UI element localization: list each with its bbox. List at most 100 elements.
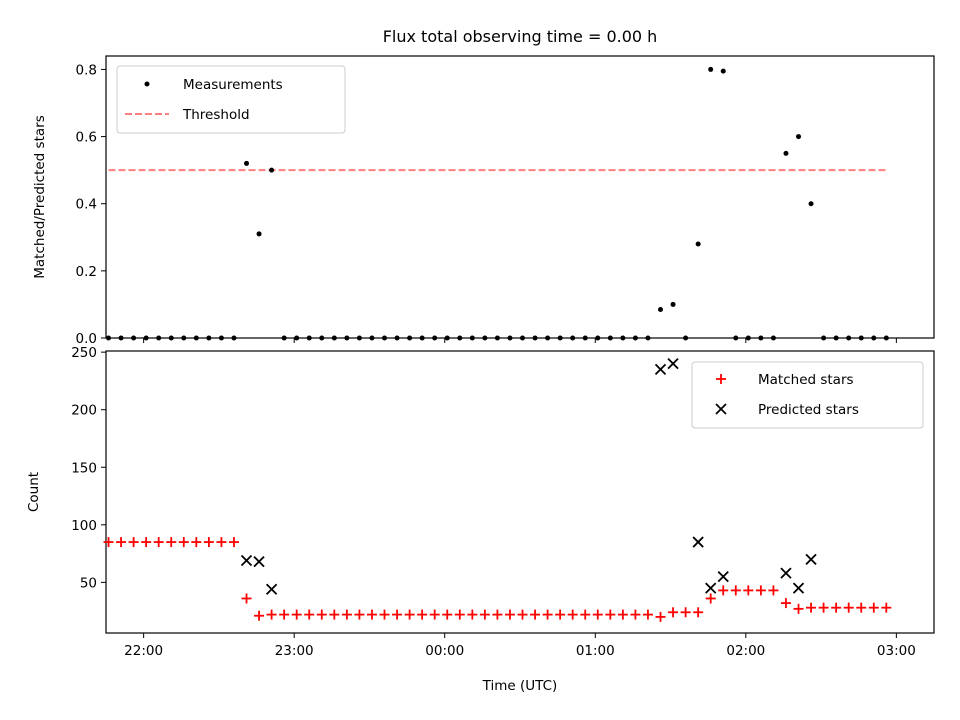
predicted-legend-label: Predicted stars	[758, 402, 859, 418]
measurement-point	[708, 66, 714, 72]
measurement-point	[758, 335, 764, 341]
matched-star-point	[530, 609, 541, 620]
bottom-y-tick-label: 100	[71, 518, 97, 534]
measurement-point	[469, 335, 475, 341]
matched-star-point	[693, 607, 704, 618]
measurement-point	[557, 335, 563, 341]
matched-star-point	[755, 585, 766, 596]
matched-star-point	[404, 609, 415, 620]
measurement-point	[883, 335, 889, 341]
matched-star-point	[555, 609, 566, 620]
measurement-point	[432, 335, 438, 341]
top-plot-marks	[106, 66, 889, 341]
measurement-point	[369, 335, 375, 341]
measurement-point	[156, 335, 162, 341]
measurement-point	[783, 150, 789, 156]
matched-star-point	[291, 609, 302, 620]
measurement-point	[143, 335, 149, 341]
measurement-point	[306, 335, 312, 341]
matched-star-point	[843, 602, 854, 613]
measurement-point	[821, 335, 827, 341]
matched-star-point	[429, 609, 440, 620]
top-y-tick-label: 0.6	[76, 130, 97, 146]
matched-star-point	[730, 585, 741, 596]
matched-star-point	[542, 609, 553, 620]
matched-star-point	[705, 593, 716, 604]
measurement-point	[494, 335, 500, 341]
matched-legend-label: Matched stars	[758, 372, 854, 388]
matched-star-point	[166, 537, 177, 548]
measurement-point	[106, 335, 112, 341]
measurement-point	[294, 335, 300, 341]
matched-star-point	[806, 602, 817, 613]
predicted-star-point	[667, 358, 679, 370]
matched-star-point	[266, 609, 277, 620]
measurement-point	[683, 335, 689, 341]
measurement-point	[770, 335, 776, 341]
matched-star-point	[768, 585, 779, 596]
threshold-legend-label: Threshold	[182, 107, 250, 123]
predicted-x-b	[705, 582, 717, 594]
matched-star-point	[203, 537, 214, 548]
matched-star-point	[178, 537, 189, 548]
bottom-y-tick-label: 250	[71, 345, 97, 361]
matched-star-point	[831, 602, 842, 613]
measurement-point	[168, 335, 174, 341]
bottom-legend: Matched stars Predicted stars	[691, 361, 924, 429]
top-legend-box	[116, 65, 346, 134]
matched-star-point	[479, 609, 490, 620]
measurement-point	[507, 335, 513, 341]
top-y-ticks: 0.0 0.2 0.4 0.6 0.8	[76, 62, 106, 347]
top-axes-frame	[105, 55, 935, 339]
measurement-point	[607, 335, 613, 341]
measurement-point	[733, 335, 739, 341]
matched-star-point	[780, 598, 791, 609]
matched-star-point	[417, 609, 428, 620]
bottom-axes-frame	[105, 350, 935, 634]
matched-star-point	[241, 593, 252, 604]
matched-star-point	[881, 602, 892, 613]
predicted-star-point	[692, 536, 704, 548]
measurement-point	[118, 335, 124, 341]
measurement-point	[808, 201, 814, 207]
matched-star-point	[304, 609, 315, 620]
bottom-y-tick-label: 50	[80, 575, 97, 591]
matched-star-point	[442, 609, 453, 620]
measurement-point	[570, 335, 576, 341]
measurement-point	[532, 335, 538, 341]
bottom-y-axis-label: Count	[26, 472, 42, 512]
matched-star-point	[680, 607, 691, 618]
predicted-star-point	[792, 582, 805, 594]
measurement-point	[658, 306, 664, 312]
predicted-x-b	[717, 570, 729, 583]
bottom-y-tick-label: 150	[71, 460, 97, 476]
top-axes-ratio: 0.00.20.40.60.8 Matched/Predicted stars …	[32, 55, 935, 347]
measurements-legend-marker	[144, 81, 150, 87]
matched-star-point	[254, 610, 265, 621]
matched-star-point	[592, 609, 603, 620]
measurement-point	[419, 335, 425, 341]
measurement-point	[256, 231, 262, 237]
bottom-x-ticks: 22:00 23:00 00:00 01:00 02:00 03:00	[124, 633, 916, 659]
matched-star-point	[868, 602, 879, 613]
predicted-x-b	[253, 556, 265, 568]
matched-star-point	[341, 609, 352, 620]
predicted-star-point	[240, 554, 253, 567]
predicted-legend-marker	[715, 403, 727, 415]
measurements-legend-label: Measurements	[183, 77, 283, 93]
x-tick-label: 00:00	[425, 643, 464, 659]
chart-title: Flux total observing time = 0.00 h	[383, 27, 658, 46]
matched-star-point	[856, 602, 867, 613]
top-y-tick-label: 0.4	[76, 197, 97, 213]
matched-star-point	[504, 609, 515, 620]
measurement-point	[670, 301, 676, 307]
predicted-x-b	[240, 554, 253, 567]
matched-star-point	[354, 609, 365, 620]
measurement-point	[131, 335, 137, 341]
matched-star-point	[216, 537, 227, 548]
matched-star-point	[655, 611, 666, 622]
matched-star-point	[793, 603, 804, 614]
predicted-x-b	[667, 358, 679, 370]
predicted-x-b	[654, 363, 667, 376]
